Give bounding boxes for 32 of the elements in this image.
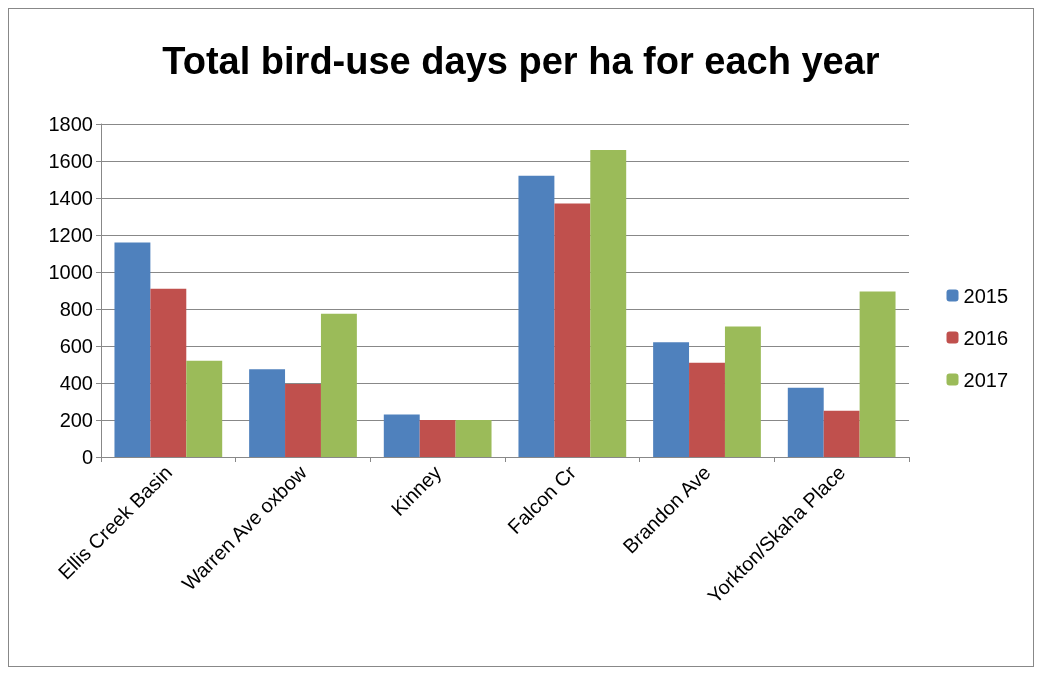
bar <box>285 383 321 457</box>
legend-label: 2015 <box>963 284 1009 307</box>
bar <box>689 362 725 457</box>
y-tick-label: 1600 <box>48 150 93 172</box>
bar <box>249 369 286 457</box>
y-tick-label: 200 <box>59 409 93 431</box>
y-tick-label: 1800 <box>48 113 93 135</box>
bar <box>419 420 456 457</box>
bar <box>320 313 357 457</box>
y-tick-label: 600 <box>59 335 93 357</box>
bar <box>859 291 896 457</box>
bar <box>653 342 690 457</box>
bar <box>823 410 860 457</box>
y-tick-label: 1200 <box>48 224 93 246</box>
bar <box>383 414 420 457</box>
bar <box>455 420 492 457</box>
legend-label: 2017 <box>963 368 1009 391</box>
bar <box>590 149 627 457</box>
bar <box>186 360 223 457</box>
y-tick-label: 1000 <box>48 261 93 283</box>
bar <box>150 288 187 457</box>
bar <box>724 326 761 457</box>
bar <box>554 203 591 457</box>
bar <box>114 242 151 457</box>
y-tick-label: 0 <box>81 446 93 468</box>
chart-title: Total bird-use days per ha for each year <box>162 40 880 82</box>
legend-label: 2016 <box>963 326 1009 349</box>
bar <box>518 175 555 457</box>
y-tick-label: 800 <box>59 298 93 320</box>
y-tick-label: 400 <box>59 372 93 394</box>
bar <box>787 387 824 457</box>
y-tick-label: 1400 <box>48 187 93 209</box>
